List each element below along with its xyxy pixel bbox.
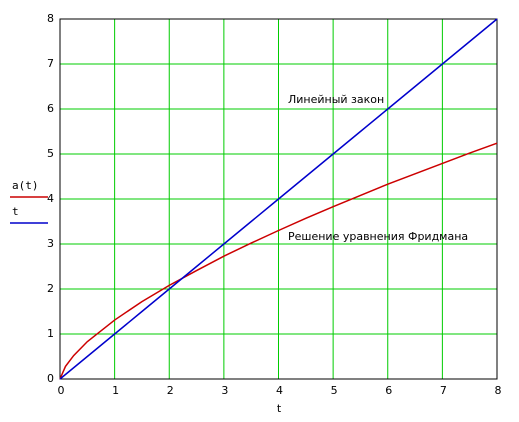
x-tick-label: 4 xyxy=(276,384,283,397)
y-tick-label: 3 xyxy=(47,237,54,250)
x-axis-label: t xyxy=(277,402,282,415)
y-tick-label: 4 xyxy=(47,192,54,205)
x-tick-label: 7 xyxy=(440,384,447,397)
plot-frame xyxy=(59,18,498,380)
legend-label: t xyxy=(12,205,19,218)
y-tick-label: 8 xyxy=(47,12,54,25)
x-tick-label: 6 xyxy=(385,384,392,397)
legend-label: a(t) xyxy=(12,179,39,192)
series-line xyxy=(59,142,498,380)
series-line xyxy=(59,18,498,380)
x-tick-label: 1 xyxy=(112,384,119,397)
x-tick-label: 2 xyxy=(167,384,174,397)
y-tick-label: 0 xyxy=(47,372,54,385)
y-tick-label: 6 xyxy=(47,102,54,115)
y-tick-label: 2 xyxy=(47,282,54,295)
x-tick-label: 5 xyxy=(331,384,338,397)
x-tick-label: 0 xyxy=(58,384,65,397)
annotation: Решение уравнения Фридмана xyxy=(288,230,468,243)
annotation: Линейный закон xyxy=(288,93,384,106)
x-tick-label: 3 xyxy=(221,384,228,397)
y-tick-label: 7 xyxy=(47,57,54,70)
y-tick-label: 1 xyxy=(47,327,54,340)
x-tick-label: 8 xyxy=(495,384,502,397)
y-tick-label: 5 xyxy=(47,147,54,160)
